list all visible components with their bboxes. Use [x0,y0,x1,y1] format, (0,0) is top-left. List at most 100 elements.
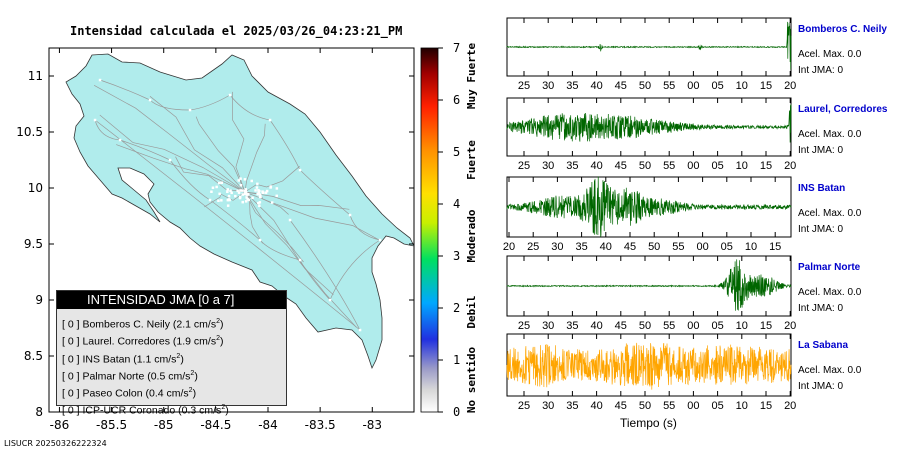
town-marker [239,184,243,187]
waveform-tick-label: 55 [663,400,675,412]
waveform-tick-label: 00 [687,320,699,332]
colorbar-category-label: Debil [465,295,478,328]
road [99,114,246,193]
town-markers [93,78,382,332]
colorbar-gradient [420,47,439,413]
town-marker [257,201,260,205]
town-marker [269,186,272,189]
road [116,144,246,193]
waveform-tick-label: 05 [711,320,723,332]
town-marker [258,238,262,242]
road [189,94,231,111]
legend-station: Paseo Colon [82,387,146,400]
legend-accel-close: ) [180,353,184,366]
legend-intensity: [ 0 ] [62,318,83,331]
waveform-tick-label: 15 [760,160,772,172]
town-marker [358,328,362,332]
map-y-tick-label: 8.5 [24,349,43,363]
town-marker [220,199,223,202]
waveform-tick-label: 15 [760,320,772,332]
legend-row: [ 0 ] INS Batan (1.1 cm/s2) [62,350,286,367]
road [259,239,301,261]
legend-accel: (2.1 cm/s [172,318,217,331]
town-marker [243,192,247,196]
waveform-tick-label: 50 [639,400,651,412]
town-marker [234,194,237,198]
road [99,79,151,101]
footer-id: LISUCR 20250326222324 [4,439,107,448]
map-y-tick-label: 11 [28,69,43,83]
colorbar-tick-label: 5 [453,145,460,159]
town-marker [243,178,247,181]
road [269,119,301,171]
colorbar-tick-label: 4 [453,197,460,211]
waveform-panels: 25 30 35 40 45 50 55 00 05 10 15 20 25 30 35 40 45 50 55 00… [503,17,796,412]
town-marker [239,189,242,192]
waveform-tick-label: 05 [711,160,723,172]
waveform-tick-label: 10 [736,160,748,172]
legend-intensity: [ 0 ] [62,335,83,348]
town-marker [258,204,261,208]
waveform-tick-label: 25 [518,80,530,92]
waveform-tick-label: 45 [624,241,636,253]
town-marker [211,186,215,189]
station-max-accel: Acel. Max. 0.0 [798,49,862,60]
waveform-tick-label: 55 [663,80,675,92]
town-marker [236,189,239,193]
map-x-tick-label: -84.5 [200,418,231,432]
map-x-tick-label: -83.5 [305,418,336,432]
town-marker [229,189,232,192]
road [93,84,246,193]
legend-accel-exponent: 2 [188,387,193,395]
legend-station: INS Batan [82,353,134,366]
waveform-trace [506,259,792,311]
town-marker [258,201,262,204]
waveform-trace [506,176,792,237]
waveform-panel: 20 25 30 35 40 45 50 55 00 05 10 15 [503,176,792,253]
station-name: Bomberos C. Neily [798,24,887,35]
legend-accel-close: ) [194,370,198,383]
road [244,191,334,296]
waveform-tick-label: 55 [663,160,675,172]
town-marker [241,193,244,196]
road [244,123,266,193]
town-marker [227,194,231,198]
town-marker [328,298,332,302]
town-marker [264,191,268,194]
town-marker [228,198,231,202]
waveform-tick-label: 50 [639,80,651,92]
town-marker [251,196,254,199]
legend-row: [ 0 ] Laurel. Corredores (1.9 cm/s2) [62,332,286,349]
town-marker [226,188,229,191]
legend-title: INTENSIDAD JMA [0 a 7] [57,291,286,309]
waveform-tick-label: 35 [566,400,578,412]
waveform-tick-label: 30 [542,80,554,92]
town-marker [239,177,242,180]
legend-accel-exponent: 2 [176,352,181,360]
road [195,116,246,193]
waveform-tick-label: 00 [687,400,699,412]
road [244,191,350,210]
station-jma-intensity: Int JMA: 0 [798,381,844,392]
town-marker [348,213,352,217]
waveform-tick-label: 00 [687,160,699,172]
legend-accel: (0.3 cm/s [178,404,222,417]
waveform-tick-label: 10 [736,320,748,332]
map-title: Intensidad calculada el 2025/03/26_04:23… [70,24,403,38]
intensity-colorbar: 0 1 2 3 4 5 6 7 No sentido Debil Moderado Fuerte Mu… [420,41,478,419]
waveform-tick-label: 25 [518,320,530,332]
waveform-tick-label: 20 [784,80,796,92]
legend-accel-close: ) [219,318,224,331]
waveform-tick-label: 40 [600,241,612,253]
waveform-tick-label: 30 [542,400,554,412]
waveform-tick-label: 20 [503,241,515,253]
map-x-tick-label: -86 [50,418,70,432]
colorbar-tick-label: 3 [453,249,460,263]
town-marker [262,191,265,194]
town-marker [275,194,278,198]
town-marker [215,185,218,189]
waveform-tick-label: 20 [784,320,796,332]
town-marker [210,190,213,193]
road [209,199,261,241]
town-marker [246,197,249,201]
